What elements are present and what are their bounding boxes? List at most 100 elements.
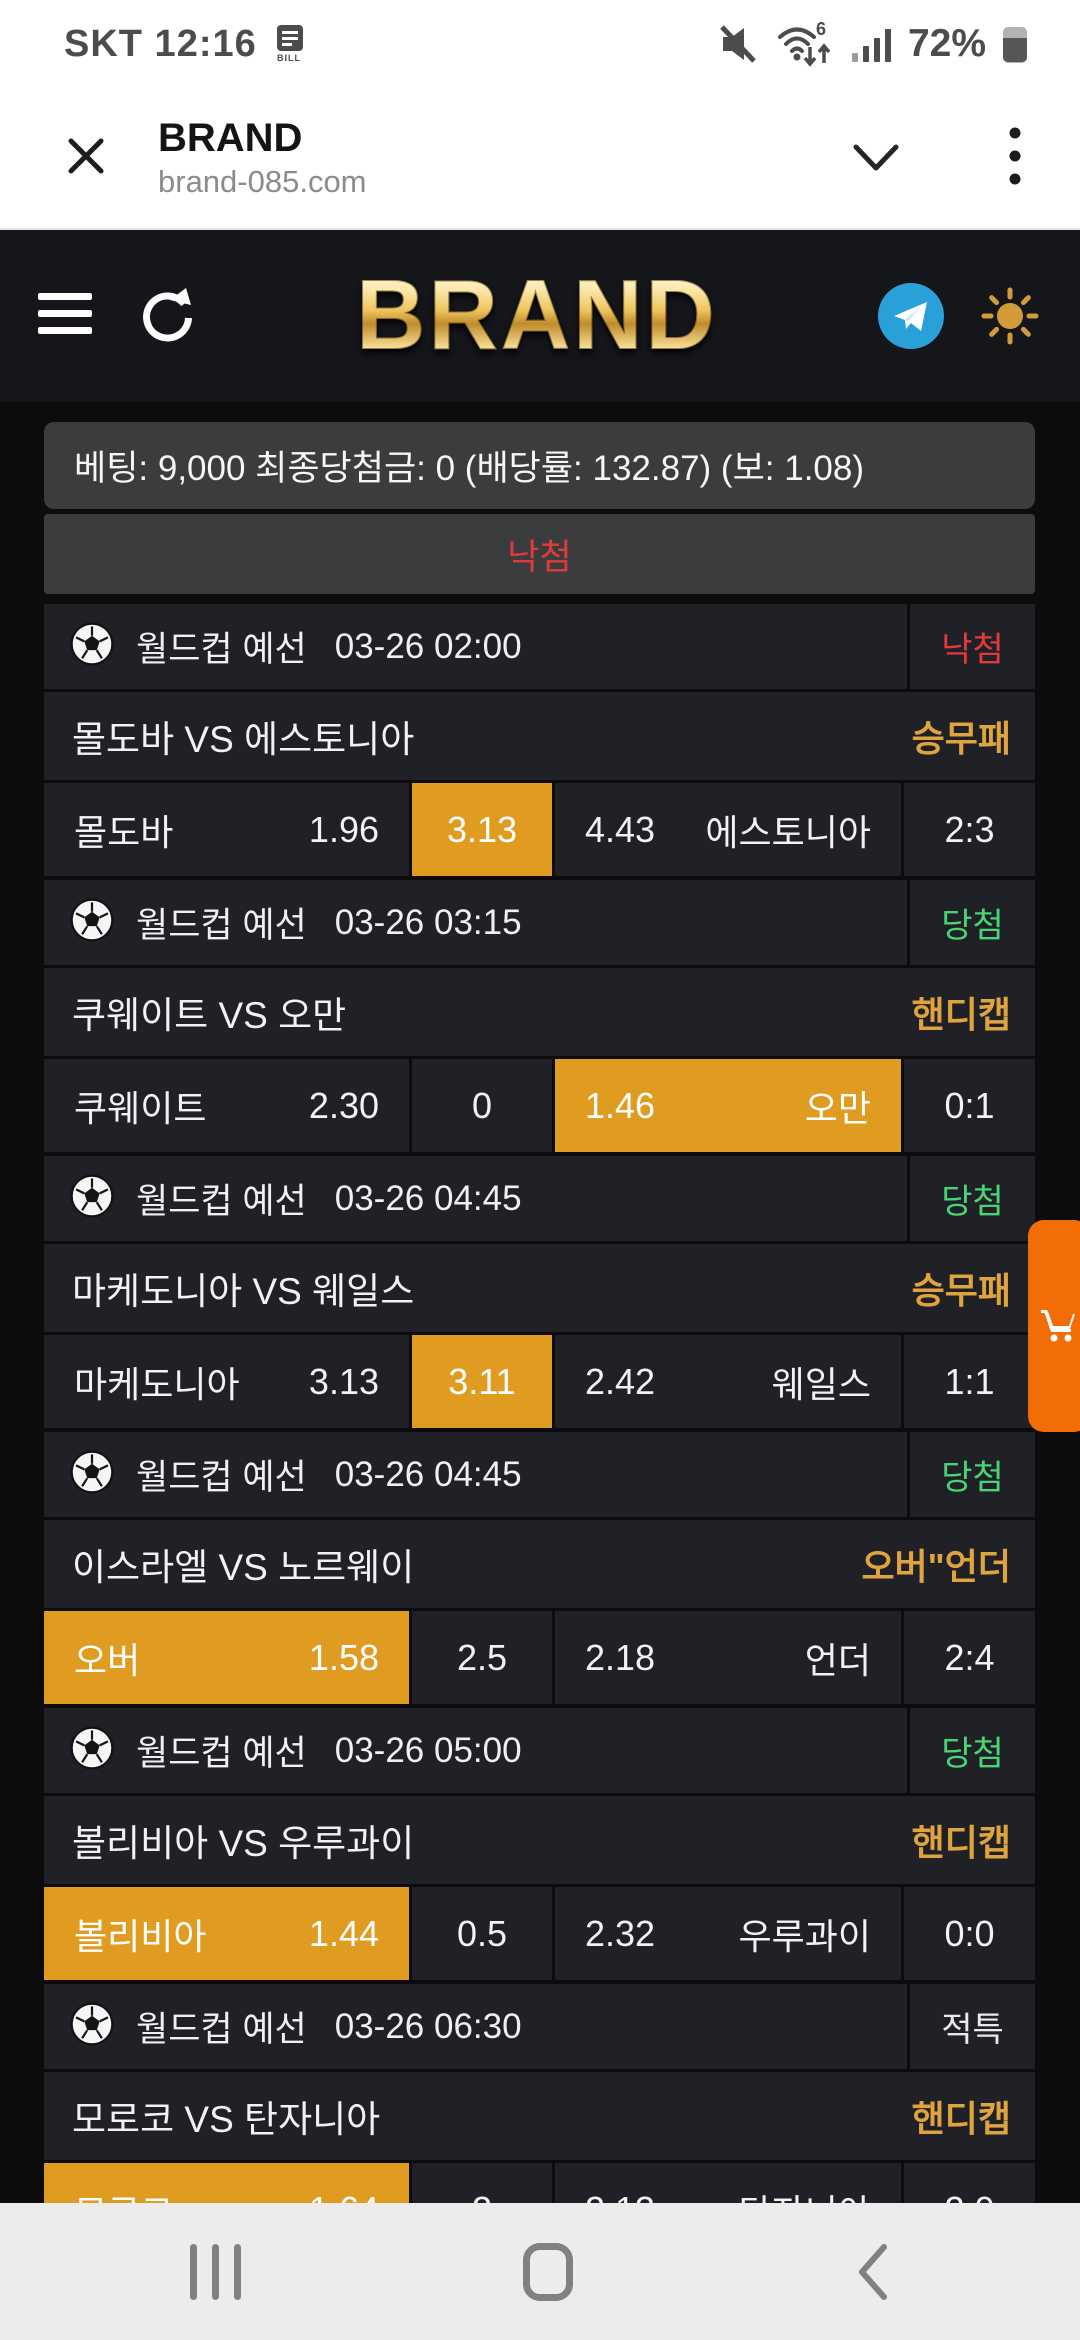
home-label: 마케도니아 (74, 1363, 240, 1405)
match-title-row: 마케도니아 VS 웨일스 승무패 (44, 1244, 1035, 1332)
overflow-menu-icon[interactable] (1008, 125, 1022, 192)
match-datetime: 03-26 05:00 (334, 1730, 522, 1770)
recent-apps-button[interactable] (190, 2243, 241, 2300)
android-nav-bar (0, 2203, 1080, 2340)
light-mode-sun-icon[interactable] (978, 284, 1042, 348)
market-label: 핸디캡 (911, 1822, 1011, 1863)
match-title: 몰도바 VS 에스토니아 (72, 719, 415, 760)
webview-title-bar: BRAND brand-085.com (0, 88, 1080, 230)
telegram-icon[interactable] (878, 283, 944, 349)
match-title-row: 쿠웨이트 VS 오만 핸디캡 (44, 968, 1035, 1056)
page-title: BRAND (158, 116, 303, 161)
score-cell: 0:1 (901, 1059, 1035, 1152)
league-name: 월드컵 예선 (136, 1734, 307, 1773)
odds-center-cell[interactable]: 0 (409, 1059, 552, 1152)
match-result-badge: 낙첨 (907, 604, 1035, 689)
app-header: BRAND (0, 230, 1080, 402)
center-odds: 3.11 (448, 1360, 516, 1402)
center-odds: 0.5 (456, 1912, 508, 1954)
odds-home-cell[interactable]: 쿠웨이트 2.30 (44, 1059, 409, 1152)
svg-text:BILL: BILL (277, 53, 301, 63)
odds-home-cell[interactable]: 오버 1.58 (44, 1611, 409, 1704)
match-title-row: 몰도바 VS 에스토니아 승무패 (44, 692, 1035, 780)
odds-away-cell[interactable]: 2.18 언더 (552, 1611, 901, 1704)
odds-away-cell[interactable]: 2.42 웨일스 (552, 1335, 901, 1428)
market-label: 오버"언더 (861, 1546, 1011, 1587)
match-datetime: 03-26 04:45 (334, 1178, 522, 1218)
soccer-ball-icon (70, 2002, 114, 2051)
away-label: 우루과이 (738, 1915, 871, 1957)
match-card: 월드컵 예선 03-26 04:45 당첨 이스라엘 VS 노르웨이 오버"언더… (44, 1432, 1035, 1704)
home-label: 오버 (74, 1639, 141, 1681)
home-odds: 2.30 (308, 1084, 379, 1126)
odds-home-cell[interactable]: 몰도바 1.96 (44, 783, 409, 876)
match-league-row: 월드컵 예선 03-26 05:00 당첨 (44, 1708, 1035, 1793)
overall-result-bar: 낙첨 (44, 514, 1035, 594)
match-title: 쿠웨이트 VS 오만 (72, 995, 347, 1036)
home-label: 쿠웨이트 (74, 1087, 207, 1129)
match-datetime: 03-26 02:00 (334, 626, 522, 666)
odds-row: 마케도니아 3.13 3.11 2.42 웨일스 1:1 (44, 1335, 1035, 1428)
home-odds: 1.44 (308, 1912, 379, 1954)
match-title: 이스라엘 VS 노르웨이 (72, 1547, 415, 1588)
away-odds: 2.42 (585, 1360, 656, 1402)
away-label: 웨일스 (771, 1363, 871, 1405)
odds-center-cell[interactable]: 3.13 (409, 783, 552, 876)
soccer-ball-icon (70, 898, 114, 947)
market-label: 핸디캡 (911, 2098, 1011, 2139)
signal-strength-icon (850, 23, 892, 65)
match-result-badge: 당첨 (907, 1708, 1035, 1793)
battery-icon (1002, 24, 1028, 64)
soccer-ball-icon (70, 1174, 114, 1223)
home-button[interactable] (522, 2242, 573, 2301)
hamburger-menu-icon[interactable] (38, 291, 92, 342)
chevron-down-icon[interactable] (850, 142, 902, 174)
odds-center-cell[interactable]: 2.5 (409, 1611, 552, 1704)
close-icon[interactable] (64, 134, 108, 183)
shopping-cart-icon (1039, 1304, 1079, 1349)
refresh-icon[interactable] (140, 288, 196, 344)
market-label: 승무패 (911, 1270, 1011, 1311)
match-league-row: 월드컵 예선 03-26 06:30 적특 (44, 1984, 1035, 2069)
center-odds: 2.5 (456, 1636, 508, 1678)
svg-text:6: 6 (816, 21, 826, 39)
match-result-badge: 당첨 (907, 880, 1035, 965)
center-odds: 3.13 (446, 808, 518, 850)
odds-away-cell[interactable]: 1.46 오만 (552, 1059, 901, 1152)
bet-summary-text: 베팅: 9,000 최종당첨금: 0 (배당률: 132.87) (보: 1.0… (74, 449, 865, 488)
match-result-badge: 당첨 (907, 1432, 1035, 1517)
home-odds: 1.96 (308, 808, 379, 850)
league-name: 월드컵 예선 (136, 2010, 307, 2049)
market-label: 승무패 (911, 718, 1011, 759)
match-datetime: 03-26 04:45 (334, 1454, 522, 1494)
bet-slip-detail: 베팅: 9,000 최종당첨금: 0 (배당률: 132.87) (보: 1.0… (44, 422, 1035, 2260)
soccer-ball-icon (70, 1726, 114, 1775)
score-cell: 2:4 (901, 1611, 1035, 1704)
away-label: 언더 (804, 1639, 871, 1681)
odds-away-cell[interactable]: 4.43 에스토니아 (552, 783, 901, 876)
page-url: brand-085.com (158, 164, 367, 200)
odds-home-cell[interactable]: 볼리비아 1.44 (44, 1887, 409, 1980)
center-odds: 0 (471, 1084, 493, 1126)
match-card: 월드컵 예선 03-26 02:00 낙첨 몰도바 VS 에스토니아 승무패 몰… (44, 604, 1035, 876)
odds-center-cell[interactable]: 3.11 (409, 1335, 552, 1428)
brand-logo: BRAND (356, 260, 718, 372)
soccer-ball-icon (70, 1450, 114, 1499)
league-name: 월드컵 예선 (136, 630, 307, 669)
odds-center-cell[interactable]: 0.5 (409, 1887, 552, 1980)
away-label: 오만 (804, 1087, 871, 1129)
carrier-time-label: SKT 12:16 (64, 22, 257, 65)
overall-result-label: 낙첨 (507, 537, 572, 577)
league-name: 월드컵 예선 (136, 1458, 307, 1497)
match-datetime: 03-26 03:15 (334, 902, 522, 942)
odds-away-cell[interactable]: 2.32 우루과이 (552, 1887, 901, 1980)
match-league-row: 월드컵 예선 03-26 02:00 낙첨 (44, 604, 1035, 689)
home-odds: 3.13 (308, 1360, 379, 1402)
match-title: 마케도니아 VS 웨일스 (72, 1271, 415, 1312)
bet-cart-button[interactable] (1028, 1220, 1080, 1432)
odds-home-cell[interactable]: 마케도니아 3.13 (44, 1335, 409, 1428)
bet-summary-bar: 베팅: 9,000 최종당첨금: 0 (배당률: 132.87) (보: 1.0… (44, 422, 1035, 509)
match-result-badge: 당첨 (907, 1156, 1035, 1241)
back-button[interactable] (854, 2241, 890, 2303)
odds-row: 몰도바 1.96 3.13 4.43 에스토니아 2:3 (44, 783, 1035, 876)
